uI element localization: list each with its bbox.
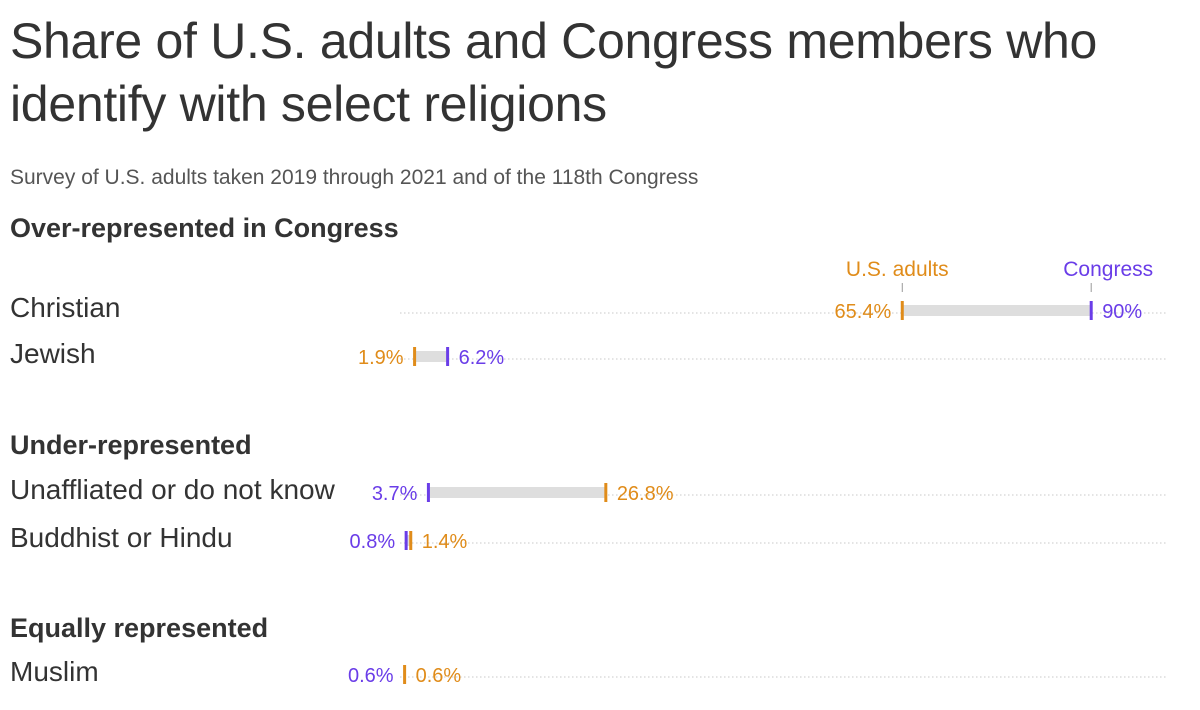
row-label-buddhist-hindu: Buddhist or Hindu bbox=[10, 522, 233, 553]
us-adults-value-buddhist-or-hindu: 1.4% bbox=[422, 531, 468, 553]
congress-value-unaffliated-or-do-not-know: 3.7% bbox=[372, 483, 418, 505]
us-adults-mark-buddhist-or-hindu bbox=[409, 531, 413, 550]
row-label-muslim: Muslim bbox=[10, 656, 99, 687]
congress-value-christian: 90% bbox=[1102, 301, 1142, 323]
range-bar-unaffliated-or-do-not-know bbox=[428, 487, 606, 498]
us-adults-value-unaffliated-or-do-not-know: 26.8% bbox=[617, 483, 674, 505]
range-bar-buddhist-or-hindu bbox=[406, 535, 411, 546]
us-adults-mark-christian bbox=[900, 301, 904, 320]
group-heading-under-represented: Under-represented bbox=[10, 430, 252, 460]
congress-mark-unaffliated-or-do-not-know bbox=[426, 483, 430, 502]
chart-subtitle: Survey of U.S. adults taken 2019 through… bbox=[10, 166, 699, 189]
group-heading-over-represented: Over-represented in Congress bbox=[10, 213, 399, 243]
us-adults-mark-jewish bbox=[413, 347, 417, 366]
congress-mark-buddhist-or-hindu bbox=[404, 531, 408, 550]
us-adults-mark-unaffliated-or-do-not-know bbox=[604, 483, 608, 502]
row-label-unaffiliated: Unaffliated or do not know bbox=[10, 474, 335, 505]
range-bar-jewish bbox=[414, 351, 448, 362]
legend-us-adults: U.S. adults bbox=[846, 258, 949, 281]
legend-congress: Congress bbox=[1063, 258, 1153, 281]
group-heading-equally-represented: Equally represented bbox=[10, 613, 269, 643]
us-adults-mark-muslim bbox=[403, 665, 407, 684]
congress-value-buddhist-or-hindu: 0.8% bbox=[350, 531, 396, 553]
congress-mark-christian bbox=[1089, 301, 1093, 320]
congress-value-jewish: 6.2% bbox=[459, 347, 505, 369]
congress-mark-jewish bbox=[446, 347, 450, 366]
range-bar-christian bbox=[902, 305, 1092, 316]
us-adults-value-christian: 65.4% bbox=[835, 301, 892, 323]
row-label-christian: Christian bbox=[10, 292, 121, 323]
row-label-jewish: Jewish bbox=[10, 338, 96, 369]
congress-value-muslim: 0.6% bbox=[348, 665, 394, 687]
us-adults-value-muslim: 0.6% bbox=[416, 665, 462, 687]
chart-title: Share of U.S. adults and Congress member… bbox=[10, 13, 1098, 132]
us-adults-value-jewish: 1.9% bbox=[358, 347, 404, 369]
